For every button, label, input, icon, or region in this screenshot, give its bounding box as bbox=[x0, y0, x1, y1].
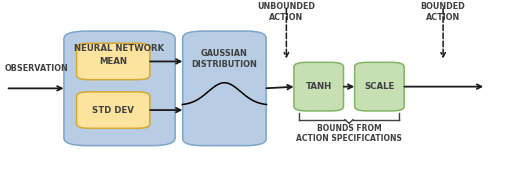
Text: BOUNDED
ACTION: BOUNDED ACTION bbox=[421, 2, 465, 22]
FancyBboxPatch shape bbox=[64, 31, 175, 146]
Text: BOUNDS FROM
ACTION SPECIFICATIONS: BOUNDS FROM ACTION SPECIFICATIONS bbox=[296, 124, 402, 143]
Text: SCALE: SCALE bbox=[364, 82, 394, 91]
Text: UNBOUNDED
ACTION: UNBOUNDED ACTION bbox=[258, 2, 315, 22]
FancyBboxPatch shape bbox=[354, 62, 404, 111]
Text: STD DEV: STD DEV bbox=[92, 106, 134, 115]
FancyBboxPatch shape bbox=[183, 31, 266, 146]
Text: MEAN: MEAN bbox=[99, 57, 127, 66]
Text: NEURAL NETWORK: NEURAL NETWORK bbox=[75, 44, 165, 53]
Text: TANH: TANH bbox=[306, 82, 332, 91]
FancyBboxPatch shape bbox=[77, 43, 150, 80]
Text: OBSERVATION: OBSERVATION bbox=[5, 64, 68, 73]
FancyBboxPatch shape bbox=[294, 62, 344, 111]
FancyBboxPatch shape bbox=[77, 92, 150, 128]
Text: GAUSSIAN
DISTRIBUTION: GAUSSIAN DISTRIBUTION bbox=[192, 49, 258, 69]
